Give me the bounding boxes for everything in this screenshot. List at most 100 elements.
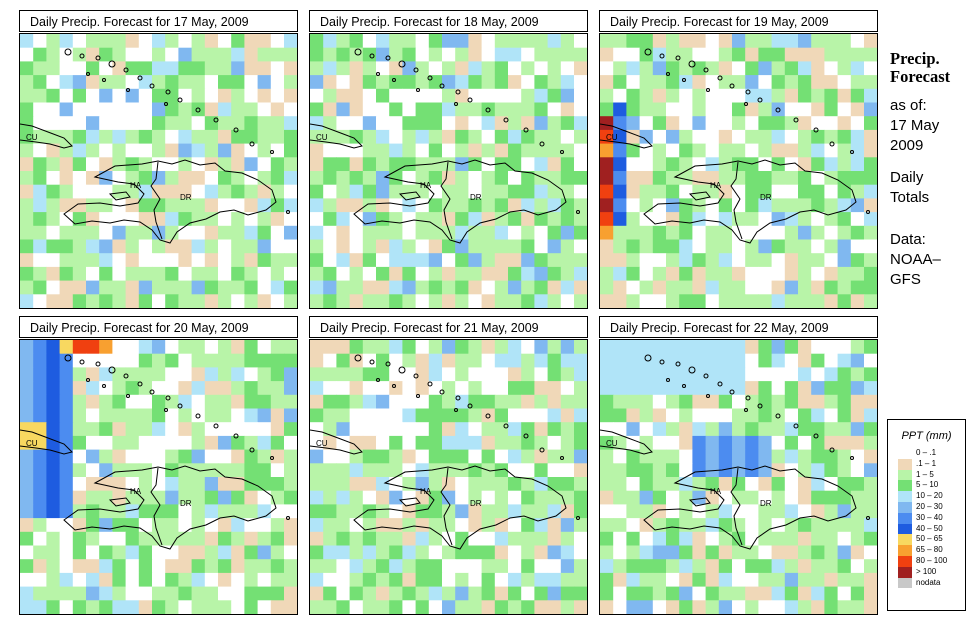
precip-cell	[191, 212, 206, 227]
precip-cell	[20, 490, 34, 505]
precip-cell	[442, 490, 456, 505]
precip-cell	[547, 477, 562, 492]
precip-cell	[521, 545, 535, 560]
precip-cell	[824, 171, 839, 186]
precip-cell	[771, 129, 786, 145]
precip-cell	[508, 253, 522, 268]
precip-cell	[468, 340, 483, 355]
precip-cell	[732, 381, 746, 396]
precip-cell	[336, 559, 351, 574]
precip-cell	[138, 102, 153, 117]
precip-cell	[771, 559, 786, 574]
precip-cell	[574, 116, 587, 131]
precip-cell	[455, 198, 469, 213]
precip-cell	[468, 75, 483, 90]
small-island	[86, 378, 90, 382]
precip-cell	[613, 34, 627, 49]
precip-cell	[389, 353, 403, 368]
precip-cell	[798, 171, 812, 186]
precip-cell	[494, 294, 509, 308]
precip-cell	[639, 280, 654, 295]
precip-cell	[666, 280, 680, 295]
precip-cell	[152, 88, 166, 103]
precip-cell	[758, 531, 773, 546]
precip-cell	[718, 353, 733, 368]
precip-cell	[521, 184, 535, 199]
precip-cell	[218, 225, 232, 240]
precip-cell	[336, 600, 351, 614]
precip-cell	[231, 266, 245, 282]
precip-cell	[745, 266, 759, 282]
precip-cell	[165, 435, 179, 451]
precip-cell	[389, 198, 403, 213]
precip-cell	[639, 88, 654, 103]
precip-cell	[758, 572, 773, 588]
precip-cell	[758, 143, 773, 158]
precip-cell	[547, 394, 562, 409]
precip-cell	[442, 88, 456, 103]
precip-cell	[244, 422, 259, 437]
precip-cell	[613, 545, 627, 560]
precip-cell	[626, 394, 641, 409]
precip-cell	[362, 239, 377, 254]
precip-cell	[428, 353, 443, 368]
small-island	[108, 60, 116, 68]
precip-cell	[86, 102, 100, 117]
precip-cell	[745, 367, 759, 382]
precip-cell	[349, 600, 364, 614]
precip-cell	[428, 47, 443, 62]
precip-cell	[824, 504, 839, 519]
precip-cell	[20, 504, 34, 519]
precip-cell	[534, 408, 549, 423]
precip-cell	[745, 600, 759, 614]
precip-cell	[376, 449, 390, 464]
precip-cell	[244, 171, 259, 186]
precip-cell	[626, 198, 641, 213]
precip-cell	[442, 367, 456, 382]
precip-cell	[534, 394, 549, 409]
precip-cell	[837, 61, 852, 76]
precip-cell	[745, 294, 759, 308]
precip-cell	[20, 340, 34, 355]
small-island	[398, 60, 406, 68]
precip-cell	[666, 559, 680, 574]
precip-cell	[600, 88, 614, 103]
precip-cell	[864, 129, 877, 145]
precip-cell	[86, 518, 100, 533]
precip-cell	[257, 225, 272, 240]
precip-cell	[850, 143, 865, 158]
precip-cell	[508, 129, 522, 145]
precip-cell	[442, 239, 456, 254]
precip-cell	[270, 116, 285, 131]
precip-cell	[481, 545, 496, 560]
precip-cell	[33, 490, 47, 505]
precip-cell	[600, 225, 614, 240]
precip-cell	[639, 157, 654, 172]
precip-cell	[20, 353, 34, 368]
precip-cell	[99, 422, 113, 437]
precip-cell	[560, 463, 575, 478]
precip-cell	[310, 102, 324, 117]
precip-cell	[284, 477, 297, 492]
precip-cell	[745, 340, 759, 355]
daily-totals-block: Daily Totals	[890, 168, 929, 208]
precip-cell	[20, 572, 34, 588]
precip-cell	[389, 116, 403, 131]
precip-cell	[784, 449, 799, 464]
precip-cell	[442, 353, 456, 368]
precip-cell	[138, 266, 153, 282]
precip-cell	[244, 504, 259, 519]
precip-cell	[560, 367, 575, 382]
precip-cell	[758, 340, 773, 355]
precip-cell	[257, 490, 272, 505]
precip-cell	[468, 61, 483, 76]
precip-cell	[72, 408, 87, 423]
precip-cell	[560, 198, 575, 213]
small-island	[576, 210, 580, 214]
precip-cell	[86, 408, 100, 423]
precip-cell	[798, 572, 812, 588]
precip-cell	[349, 143, 364, 158]
precip-cell	[125, 198, 140, 213]
precip-cell	[574, 449, 587, 464]
precip-cell	[310, 600, 324, 614]
